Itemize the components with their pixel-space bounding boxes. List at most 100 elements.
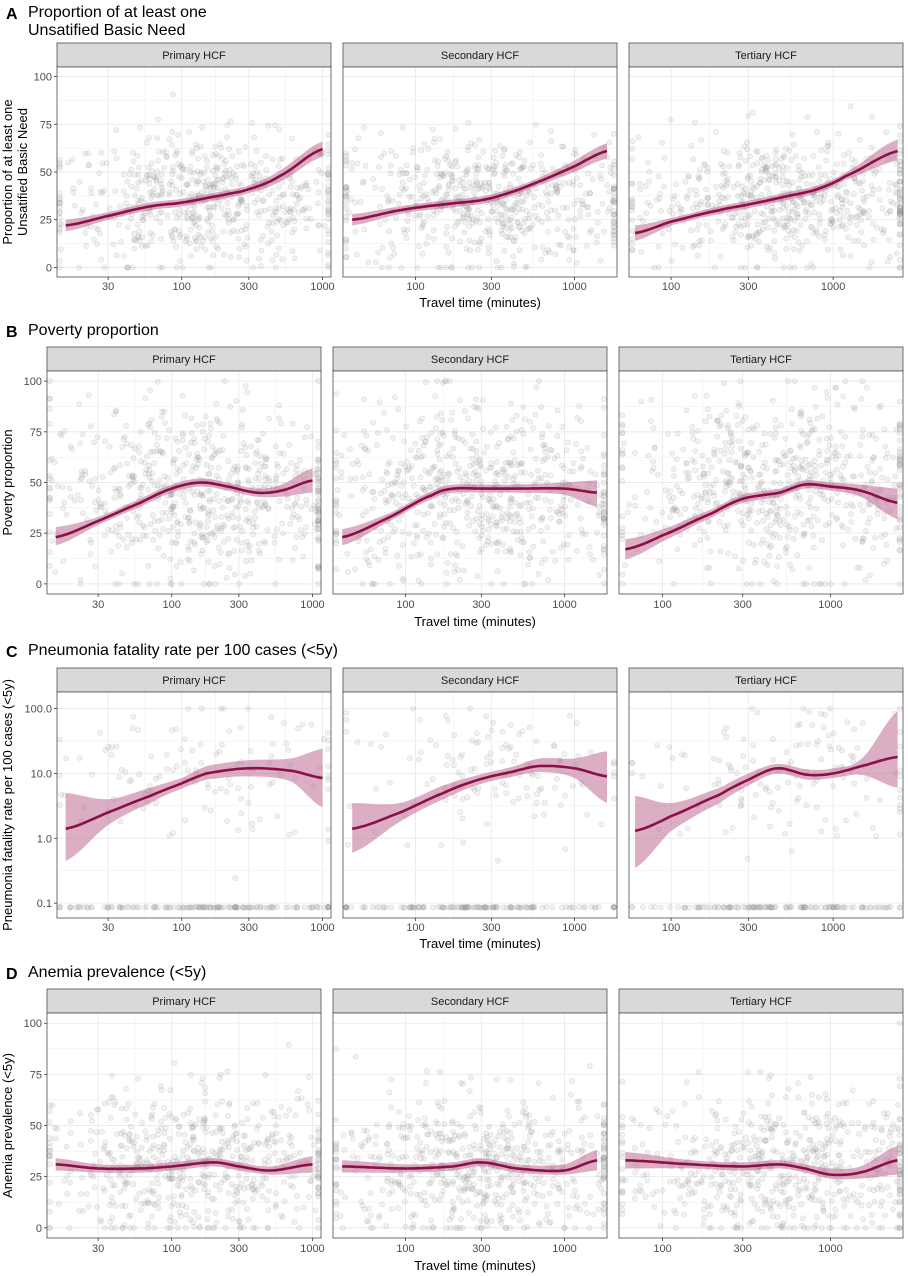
data-point [647,504,654,511]
y-tick-label: 75 [40,119,52,131]
data-point [247,748,254,755]
data-point [561,465,567,471]
data-point [714,499,720,506]
data-point [412,453,419,460]
data-point [476,904,483,911]
data-point [261,207,268,214]
data-point [272,122,279,128]
data-point [418,147,425,154]
data-point [203,539,210,545]
data-point [450,525,456,532]
data-point [783,245,790,252]
data-point [695,252,701,259]
data-point [810,153,817,159]
data-point [367,546,374,553]
data-point [473,515,480,522]
data-point [128,183,135,190]
data-point [382,216,389,223]
data-point [74,492,81,499]
data-point [188,415,195,422]
data-point [97,189,104,196]
data-point [171,226,178,233]
data-point [232,904,239,910]
data-point [866,515,873,522]
data-point [173,563,180,569]
x-tick-label: 100 [173,281,191,293]
data-point [562,503,569,510]
data-point [176,234,183,241]
data-point [81,150,88,157]
data-point [194,422,200,429]
data-point [131,237,138,243]
data-point [711,781,718,788]
data-point [261,538,268,545]
data-point [410,705,416,712]
data-point [584,811,591,818]
data-point [463,472,470,479]
data-point [257,207,264,214]
data-point [315,581,322,587]
data-point [80,510,86,517]
data-point [765,224,771,231]
facet-strip-label: Primary HCF [162,675,226,687]
data-point [553,776,560,782]
data-point [127,215,134,222]
data-point [273,461,280,468]
data-point [677,831,683,837]
data-point [238,795,244,802]
data-point [197,741,204,748]
data-point [287,184,294,190]
data-point [527,139,534,146]
data-point [417,187,424,194]
data-point [354,739,361,745]
data-point [830,783,836,789]
data-point [399,179,406,186]
data-point [502,459,509,466]
data-point [786,214,792,221]
data-point [696,474,703,481]
data-point [834,193,841,200]
data-point [776,206,783,213]
data-point [896,158,903,165]
data-point [301,904,308,911]
data-point [896,209,903,216]
data-point [597,492,603,499]
data-point [798,511,804,517]
data-point [391,250,398,257]
data-point [884,450,891,457]
data-point [396,562,402,569]
data-point [377,490,384,497]
data-point [325,171,332,178]
data-point [764,541,771,547]
data-point [225,219,232,226]
data-point [211,204,218,211]
data-point [176,491,183,497]
data-point [177,559,184,566]
data-point [475,472,482,479]
data-point [120,188,127,195]
data-point [474,246,481,253]
data-point [671,472,677,479]
data-point [489,513,496,520]
data-point [166,189,173,196]
data-point [195,231,202,238]
data-point [885,904,892,911]
data-point [502,212,509,219]
data-point [577,213,584,219]
data-point [221,160,227,167]
data-point [189,148,196,155]
data-point [137,197,144,204]
data-point [414,264,420,271]
data-point [387,170,394,177]
data-point [263,456,269,463]
data-point [174,465,180,472]
data-point [629,246,636,253]
data-point [673,456,680,463]
panel-title: Unsatified Basic Need [28,22,185,39]
data-point [212,904,219,911]
data-point [426,483,433,490]
data-point [707,904,713,911]
data-point [117,818,124,825]
data-point [791,513,798,520]
